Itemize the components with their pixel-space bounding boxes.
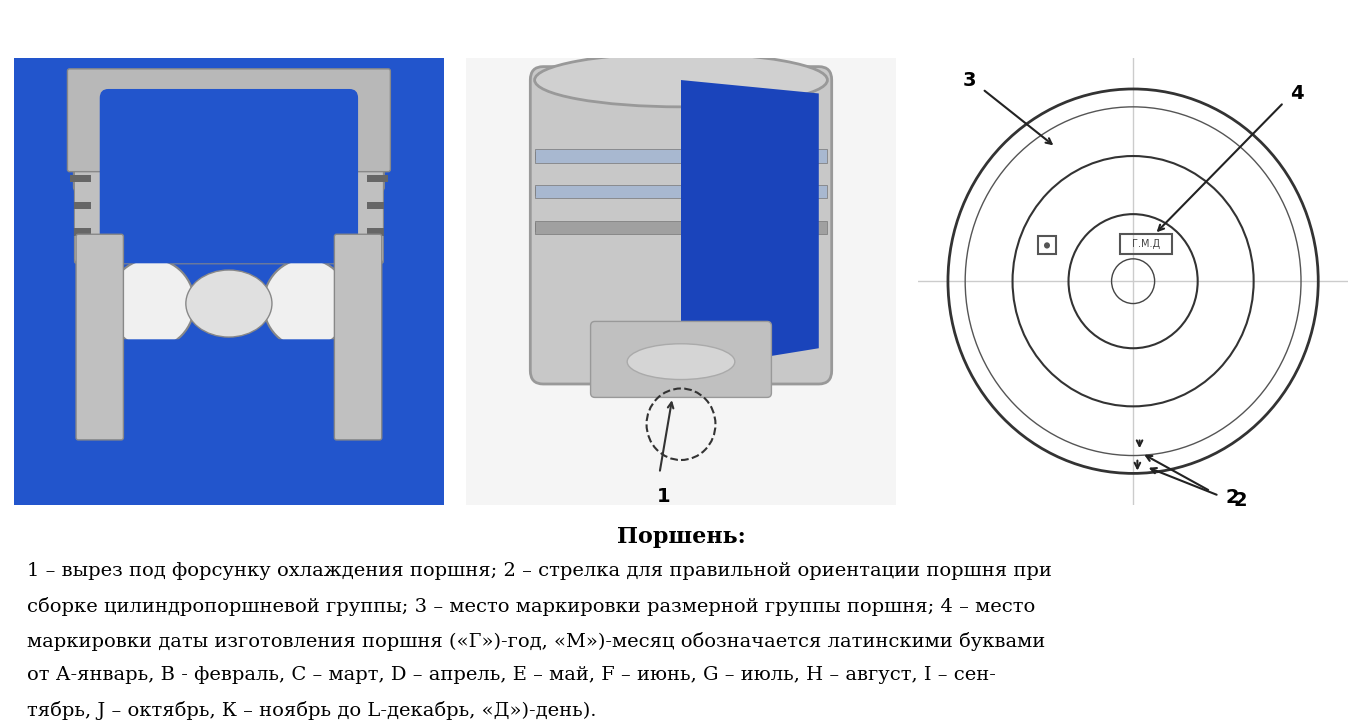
Polygon shape: [681, 80, 819, 371]
FancyBboxPatch shape: [384, 187, 426, 420]
Bar: [69, 202, 91, 209]
FancyBboxPatch shape: [591, 322, 771, 397]
Text: 2: 2: [1226, 489, 1239, 508]
Bar: [69, 174, 91, 182]
Bar: [48, 94, 410, 469]
Bar: [535, 151, 827, 161]
Circle shape: [263, 259, 350, 348]
Text: Г.М.Д: Г.М.Д: [1132, 239, 1160, 249]
Text: 4: 4: [1290, 84, 1303, 103]
Text: 2: 2: [1234, 491, 1248, 510]
FancyBboxPatch shape: [113, 340, 345, 491]
Circle shape: [109, 259, 195, 348]
Bar: [535, 221, 827, 234]
Circle shape: [1043, 242, 1050, 249]
Bar: [366, 229, 388, 236]
Ellipse shape: [627, 344, 735, 379]
FancyBboxPatch shape: [530, 66, 832, 384]
Text: сборке цилиндропоршневой группы; 3 – место маркировки размерной группы поршня; 4: сборке цилиндропоршневой группы; 3 – мес…: [27, 597, 1035, 616]
FancyBboxPatch shape: [76, 234, 124, 440]
Bar: [535, 185, 827, 198]
Text: от А-январь, В - февраль, С – март, D – апрель, Е – май, F – июнь, G – июль, H –: от А-январь, В - февраль, С – март, D – …: [27, 666, 996, 684]
FancyBboxPatch shape: [74, 76, 384, 263]
Bar: [535, 223, 827, 232]
FancyBboxPatch shape: [31, 187, 74, 420]
Bar: [366, 174, 388, 182]
Text: маркировки даты изготовления поршня («Г»)-год, «М»)-месяц обозначается латинским: маркировки даты изготовления поршня («Г»…: [27, 632, 1046, 650]
Bar: [1038, 236, 1056, 255]
FancyBboxPatch shape: [99, 89, 358, 263]
Bar: [366, 202, 388, 209]
Text: 1 – вырез под форсунку охлаждения поршня; 2 – стрелка для правильной ориентации : 1 – вырез под форсунку охлаждения поршня…: [27, 562, 1051, 580]
Text: тябрь, J – октябрь, К – ноябрь до L-декабрь, «Д»)-день).: тябрь, J – октябрь, К – ноябрь до L-дека…: [27, 701, 597, 720]
Ellipse shape: [535, 53, 827, 107]
FancyBboxPatch shape: [68, 68, 391, 172]
Text: Поршень:: Поршень:: [617, 526, 745, 549]
Bar: [69, 229, 91, 236]
Bar: [535, 187, 827, 196]
Text: 1: 1: [656, 487, 670, 506]
FancyBboxPatch shape: [335, 234, 381, 440]
Text: 3: 3: [963, 71, 977, 89]
Ellipse shape: [185, 270, 272, 337]
Bar: [535, 149, 827, 163]
